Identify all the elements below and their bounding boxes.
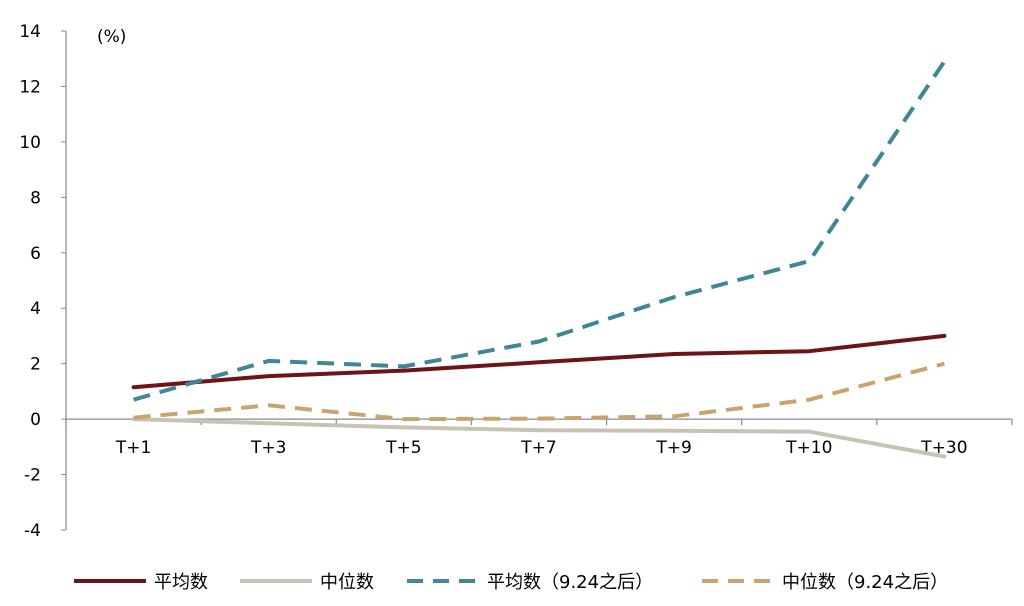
y-tick-labels: -4 -2 0 2 4 6 8 10 12 14 (19, 22, 41, 541)
y-tick-label: -2 (24, 466, 41, 486)
y-tick-label: 6 (30, 244, 41, 264)
y-tick-label: 12 (19, 77, 41, 97)
legend-label-3: 平均数（9.24之后） (487, 572, 653, 593)
y-tick-label: -4 (24, 521, 41, 541)
y-tick-label: 4 (30, 299, 41, 319)
series-line-2 (131, 417, 947, 459)
x-tick-label: T+10 (785, 438, 832, 458)
legend-label-1: 平均数 (154, 572, 208, 593)
series-lines (131, 60, 947, 459)
legend-label-2: 中位数 (320, 572, 374, 593)
legend-label-4: 中位数（9.24之后） (782, 572, 948, 593)
series-line-1 (131, 333, 947, 390)
x-tick-label: T+3 (250, 438, 286, 458)
series-line-3 (133, 60, 947, 402)
x-tick-label: T+7 (520, 438, 556, 458)
y-tick-label: 0 (30, 410, 41, 430)
y-tick-label: 10 (19, 133, 41, 153)
legend: 平均数 中位数 平均数（9.24之后） 中位数（9.24之后） (74, 572, 948, 593)
x-tick-label: T+1 (115, 438, 151, 458)
y-tick-label: 14 (19, 22, 41, 42)
y-unit-label: (%) (97, 27, 126, 47)
series-line-4 (133, 361, 945, 422)
x-tick-label: T+5 (385, 438, 421, 458)
y-tick-label: 2 (30, 355, 41, 375)
x-tick-labels: T+1 T+3 T+5 T+7 T+9 T+10 T+30 (115, 438, 968, 458)
y-tick-label: 8 (30, 188, 41, 208)
x-tick-label: T+9 (655, 438, 691, 458)
